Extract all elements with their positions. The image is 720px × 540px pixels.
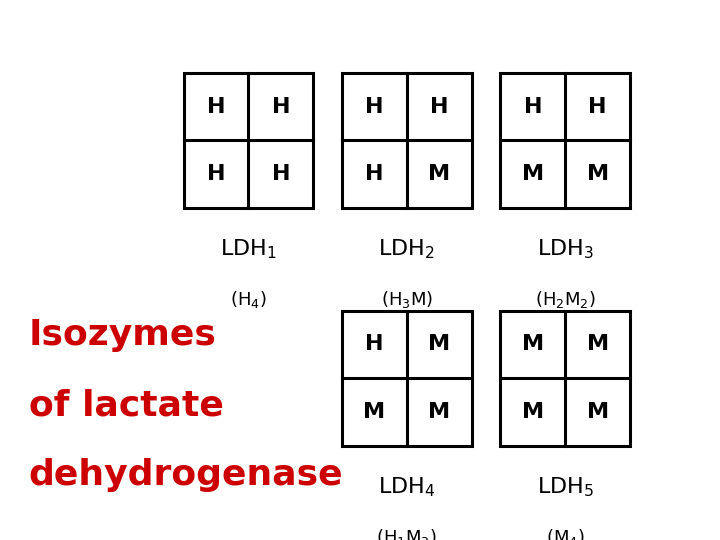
Text: H: H: [271, 164, 290, 184]
Text: $(\mathrm{M}_4)$: $(\mathrm{M}_4)$: [546, 526, 585, 540]
Text: H: H: [588, 97, 607, 117]
Text: $(\mathrm{H}_3\mathrm{M})$: $(\mathrm{H}_3\mathrm{M})$: [381, 289, 433, 310]
Text: M: M: [587, 334, 608, 354]
Text: $\mathrm{LDH}_1$: $\mathrm{LDH}_1$: [220, 238, 276, 261]
Text: $\mathrm{LDH}_5$: $\mathrm{LDH}_5$: [536, 475, 594, 499]
Text: M: M: [428, 402, 450, 422]
Text: M: M: [522, 164, 544, 184]
Text: M: M: [364, 402, 385, 422]
Text: H: H: [523, 97, 542, 117]
Text: $\mathrm{LDH}_3$: $\mathrm{LDH}_3$: [536, 238, 594, 261]
Text: M: M: [587, 402, 608, 422]
Text: H: H: [365, 97, 384, 117]
Text: $\mathrm{LDH}_4$: $\mathrm{LDH}_4$: [378, 475, 436, 499]
Text: H: H: [365, 164, 384, 184]
Text: H: H: [365, 334, 384, 354]
Bar: [184, 73, 313, 208]
Text: H: H: [271, 97, 290, 117]
Bar: [500, 310, 630, 446]
Bar: [342, 310, 472, 446]
Text: M: M: [428, 164, 450, 184]
Text: M: M: [428, 334, 450, 354]
Text: M: M: [522, 402, 544, 422]
Text: $(\mathrm{H}_4)$: $(\mathrm{H}_4)$: [230, 289, 266, 310]
Bar: [500, 73, 630, 208]
Text: M: M: [522, 334, 544, 354]
Text: H: H: [207, 164, 225, 184]
Text: Isozymes: Isozymes: [29, 318, 217, 352]
Bar: [342, 73, 472, 208]
Text: $\mathrm{LDH}_2$: $\mathrm{LDH}_2$: [379, 238, 435, 261]
Text: of lactate: of lactate: [29, 388, 224, 422]
Text: dehydrogenase: dehydrogenase: [29, 458, 343, 492]
Text: H: H: [430, 97, 449, 117]
Text: $(\mathrm{H}_1\mathrm{M}_3)$: $(\mathrm{H}_1\mathrm{M}_3)$: [377, 526, 437, 540]
Text: H: H: [207, 97, 225, 117]
Text: $(\mathrm{H}_2\mathrm{M}_2)$: $(\mathrm{H}_2\mathrm{M}_2)$: [535, 289, 595, 310]
Text: M: M: [587, 164, 608, 184]
